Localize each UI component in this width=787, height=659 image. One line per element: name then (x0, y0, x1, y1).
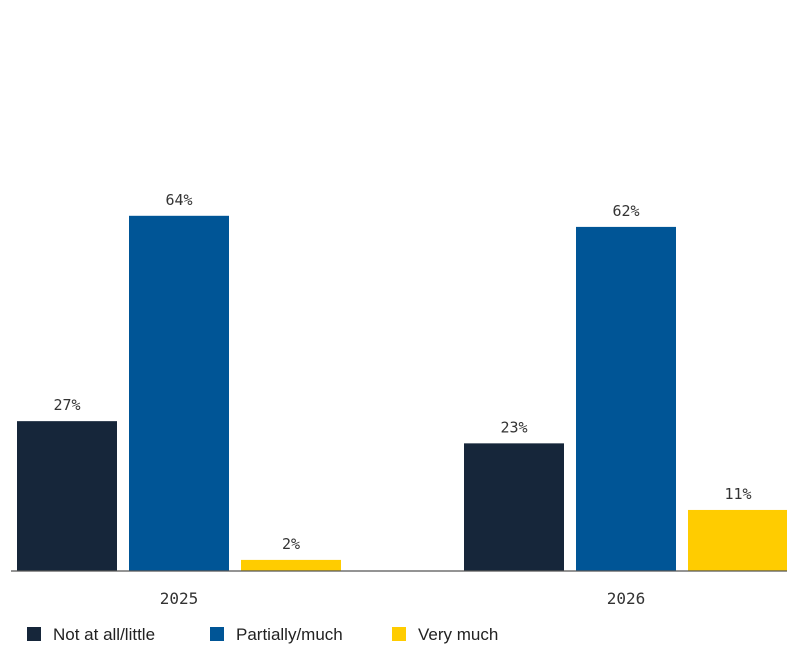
bar-2026-very-much (688, 509, 787, 571)
value-label-2025-2: 2% (282, 535, 300, 553)
value-label-2026-1: 62% (612, 202, 639, 220)
bar-2025-not-at-all-little (17, 421, 117, 571)
legend-swatch-1 (210, 627, 224, 641)
legend: Not at all/little Partially/much Very much (27, 625, 498, 644)
legend-label-2: Very much (418, 625, 498, 644)
legend-label-1: Partially/much (236, 625, 343, 644)
legend-item-partially-much: Partially/much (210, 625, 343, 644)
legend-swatch-0 (27, 627, 41, 641)
value-label-2025-0: 27% (53, 396, 80, 414)
value-label-2026-0: 23% (500, 418, 527, 436)
x-tick-label-2026: 2026 (607, 589, 646, 608)
x-tick-label-2025: 2025 (160, 589, 199, 608)
legend-item-very-much: Very much (392, 625, 498, 644)
x-tick-labels: 2025 2026 (160, 589, 646, 608)
bar-2026-not-at-all-little (464, 443, 564, 571)
value-labels-group: 27% 64% 2% 23% 62% 11% (53, 191, 751, 553)
bars-group (17, 215, 787, 572)
bar-2026-partially-much (576, 226, 676, 571)
value-label-2026-2: 11% (724, 485, 751, 503)
legend-swatch-2 (392, 627, 406, 641)
bar-2025-partially-much (129, 215, 229, 572)
legend-item-not-at-all-little: Not at all/little (27, 625, 155, 644)
legend-label-0: Not at all/little (53, 625, 155, 644)
bar-2025-very-much (241, 559, 341, 571)
value-label-2025-1: 64% (165, 191, 192, 209)
